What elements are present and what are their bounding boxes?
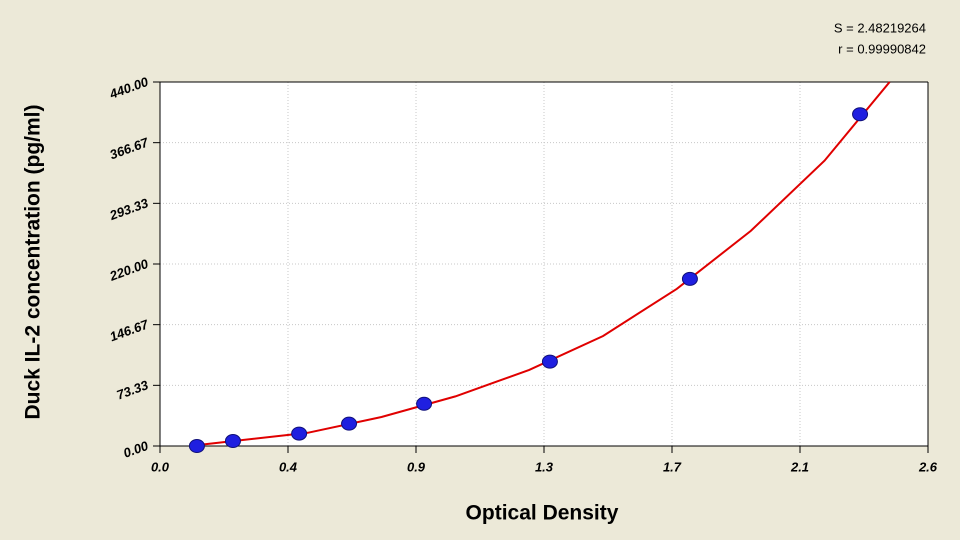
data-point xyxy=(188,439,205,453)
data-point xyxy=(541,354,558,369)
x-tick-label: 0.9 xyxy=(407,459,426,474)
annotation: r = 0.99990842 xyxy=(838,41,926,56)
data-point xyxy=(416,396,433,411)
x-tick-label: 2.1 xyxy=(790,459,809,474)
y-tick-label: 146.67 xyxy=(108,316,151,344)
y-tick-label: 440.00 xyxy=(107,74,151,102)
x-tick-label: 1.7 xyxy=(663,459,682,474)
y-tick-label: 366.67 xyxy=(108,134,151,162)
x-tick-label: 0.4 xyxy=(279,459,298,474)
data-point xyxy=(291,426,308,441)
data-point xyxy=(852,107,869,122)
y-tick-label: 73.33 xyxy=(114,377,150,402)
data-point xyxy=(681,271,698,286)
annotation: S = 2.48219264 xyxy=(834,20,926,35)
data-point xyxy=(341,416,358,431)
x-axis-title: Optical Density xyxy=(466,502,619,525)
x-tick-label: 2.6 xyxy=(918,459,938,474)
x-tick-label: 0.0 xyxy=(151,459,170,474)
y-tick-label: 0.00 xyxy=(121,438,151,461)
y-tick-label: 220.00 xyxy=(107,256,151,284)
fit-curve xyxy=(189,81,891,447)
x-tick-label: 1.3 xyxy=(535,459,554,474)
data-point xyxy=(224,434,241,449)
y-tick-label: 293.33 xyxy=(107,195,151,223)
y-axis-title: Duck IL-2 concentration (pg/ml) xyxy=(22,104,45,419)
